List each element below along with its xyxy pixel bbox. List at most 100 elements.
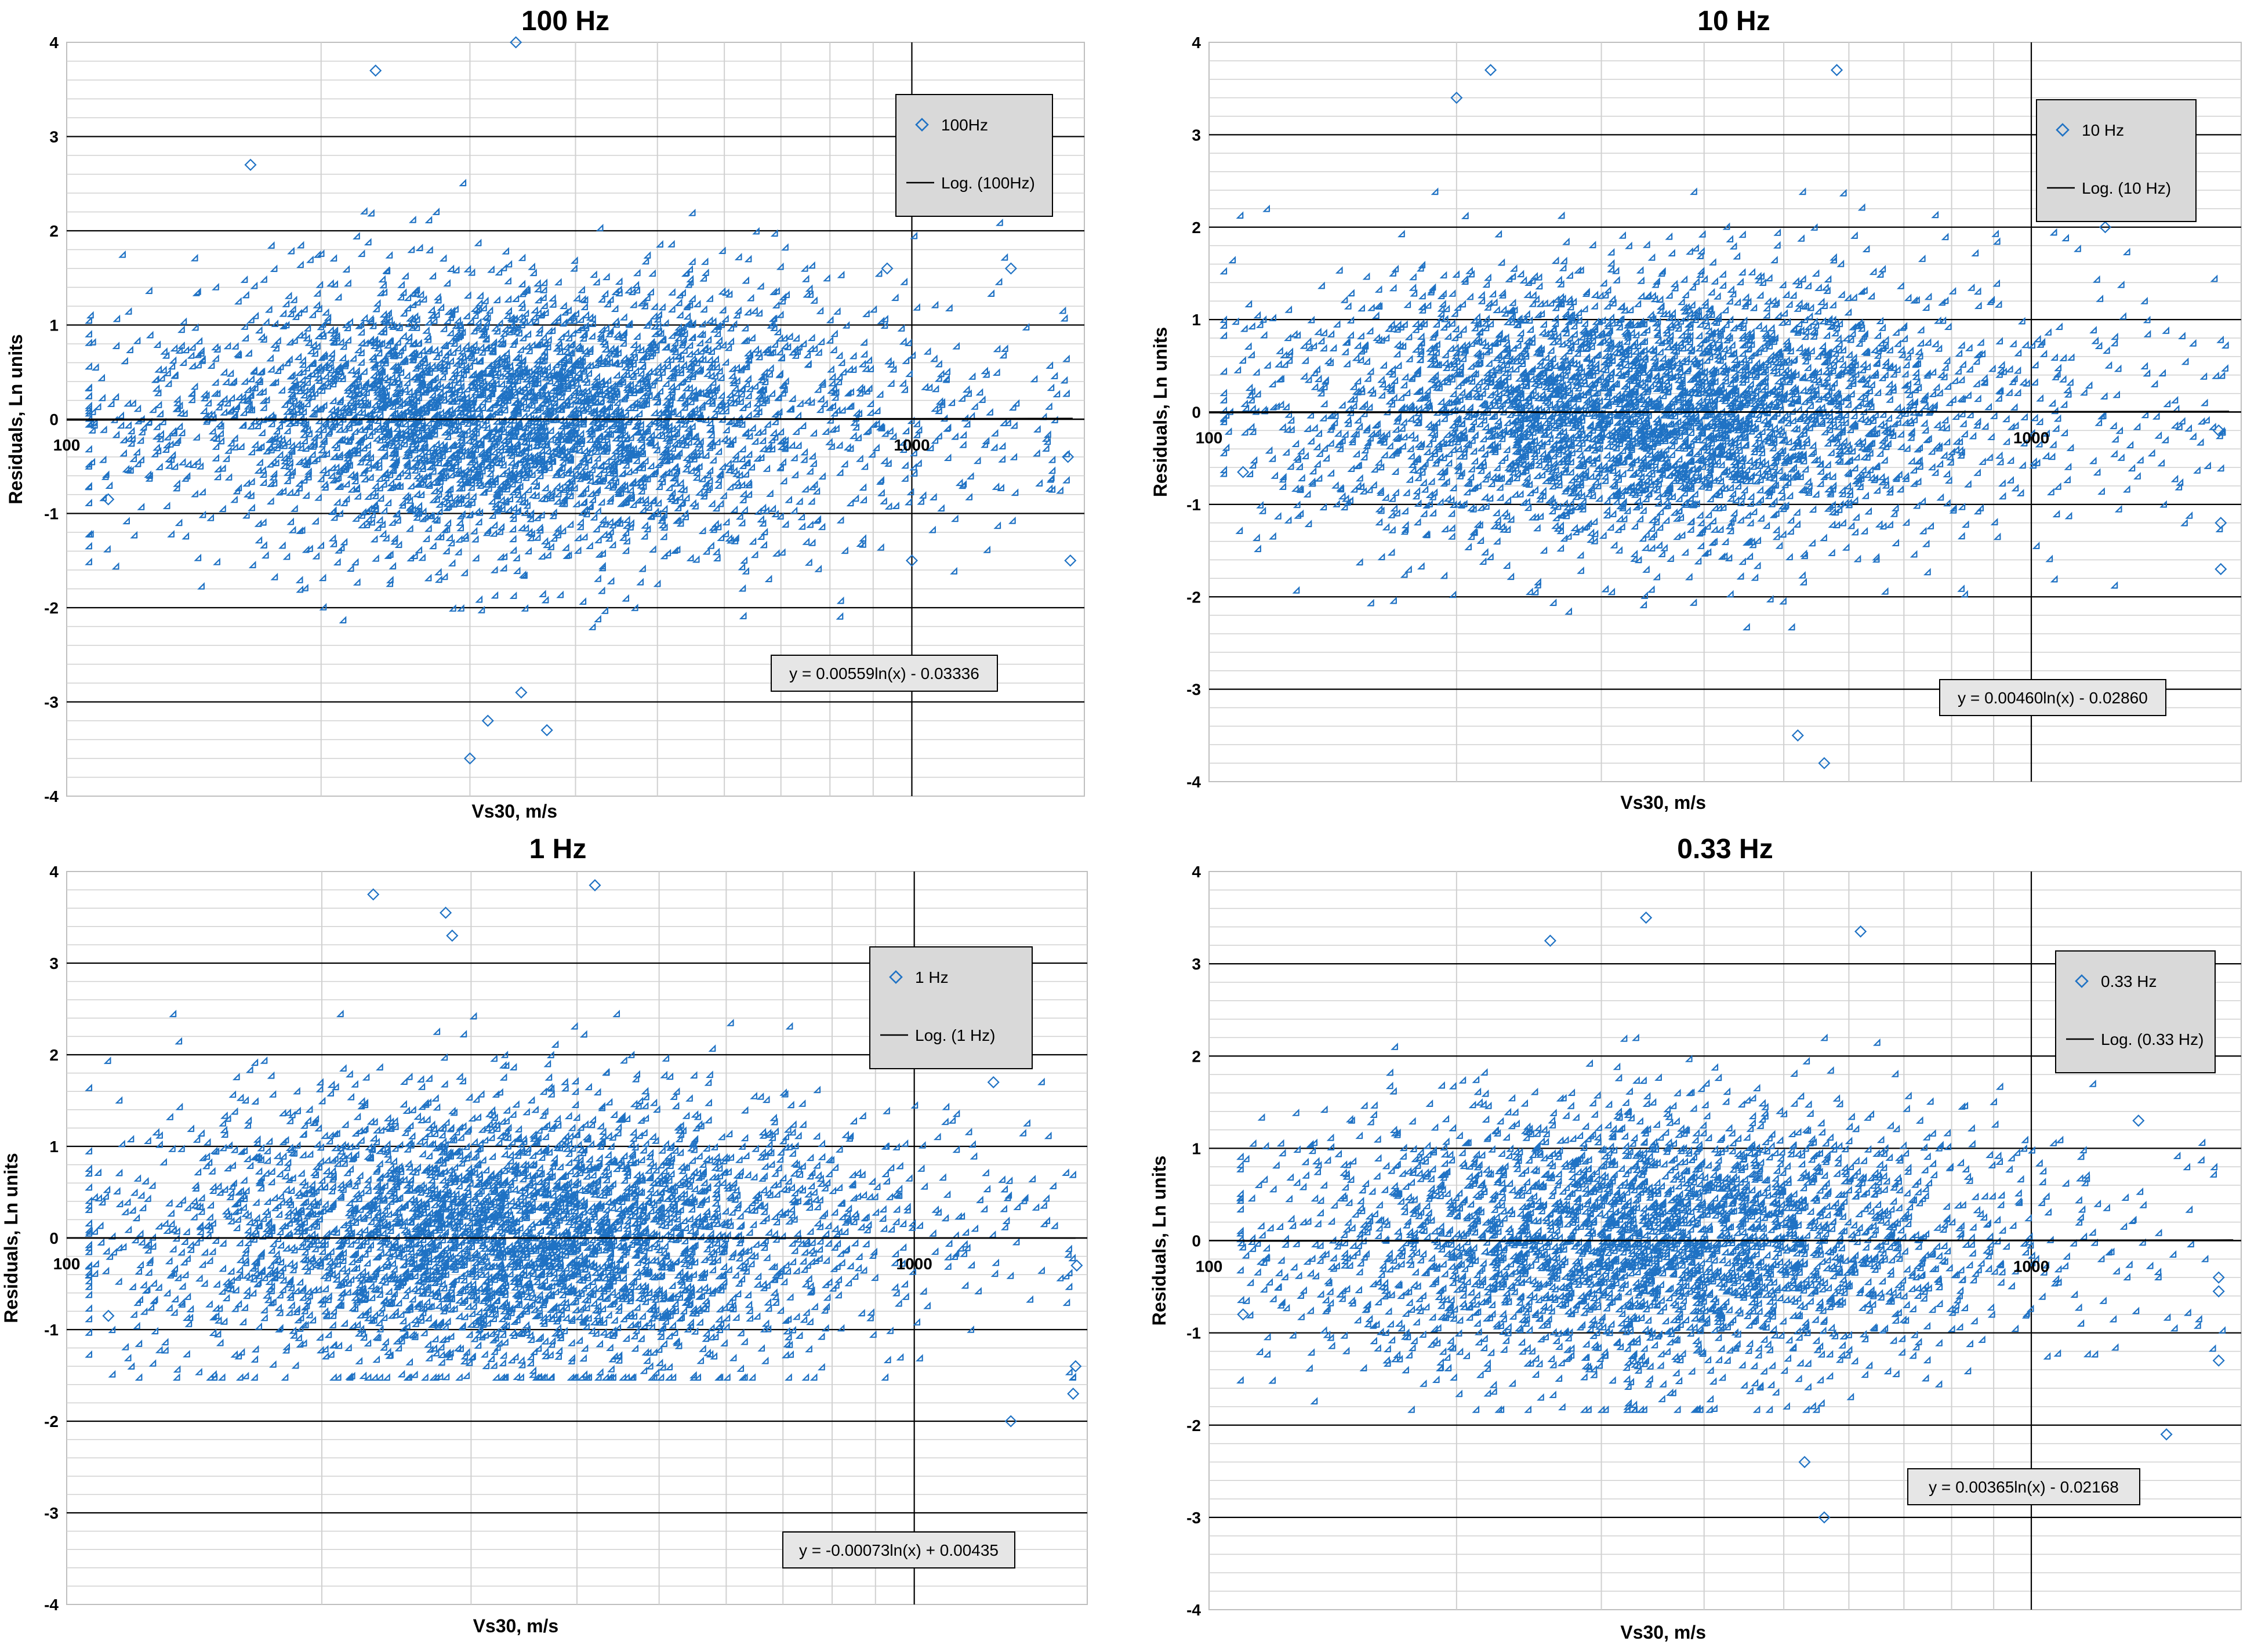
trendline-equation: y = 0.00559ln(x) - 0.03336 [771, 655, 998, 692]
chart-title: 10 Hz [1697, 6, 1770, 37]
y-tick-label: 2 [1192, 219, 1201, 237]
scatter-point-outlier-10 [102, 1309, 115, 1322]
chart-legend: 1 Hz Log. (1 Hz) [869, 946, 1033, 1069]
scatter-point-outlier-4 [481, 714, 494, 727]
scatter-point-outlier-11 [1237, 1308, 1250, 1321]
scatter-point-outlier-1 [1484, 64, 1497, 77]
y-tick-label: -3 [1186, 1509, 1201, 1527]
legend-marker-icon [915, 118, 929, 132]
x-axis-title: Vs30, m/s [471, 801, 557, 822]
scatter-point-outlier-6 [2132, 1114, 2145, 1127]
legend-trend-label: Log. (10 Hz) [2082, 179, 2171, 197]
scatter-point-outlier-1 [1640, 912, 1653, 924]
scatter-marker-cloud [1219, 187, 2229, 631]
scatter-point-outlier-10 [1237, 466, 1250, 478]
scatter-marker-cloud [1236, 1033, 2226, 1413]
chart-panel-3: 4 3 2 1 0 -1 -2 -3 -4 100 1000 1 Hz Vs30, m/s Residua… [1, 834, 1088, 1636]
trendline-equation: y = 0.00460ln(x) - 0.02860 [1939, 679, 2166, 716]
y-tick-label: 0 [1192, 404, 1201, 422]
x-tick-label: 100 [53, 1255, 81, 1273]
y-tick-label: -3 [1186, 681, 1201, 699]
x-tick-label: 1000 [894, 436, 930, 454]
y-tick-label: 3 [49, 954, 59, 972]
x-tick-label: 1000 [896, 1255, 932, 1273]
scatter-point-outlier-1 [367, 888, 380, 901]
x-axis-title: Vs30, m/s [473, 1615, 559, 1636]
y-axis-title: Residuals, Ln units [1150, 327, 1171, 497]
scatter-point-outlier-4 [1818, 757, 1831, 769]
chart-title: 0.33 Hz [1677, 834, 1773, 865]
scatter-point-outlier-3 [589, 879, 601, 892]
scatter-point-outlier-2 [440, 906, 452, 919]
y-axis-title: Residuals, Ln units [1, 1153, 21, 1323]
y-tick-label: 4 [49, 863, 59, 881]
legend-series-label: 100Hz [941, 116, 988, 134]
y-tick-label: -1 [44, 505, 59, 523]
log-trendline [1208, 411, 2230, 413]
scatter-marker-cloud [85, 179, 1070, 630]
y-tick-label: -4 [1186, 1601, 1201, 1619]
trendline-equation-text: y = 0.00365ln(x) - 0.02168 [1929, 1478, 2119, 1496]
legend-marker-icon [2075, 974, 2089, 988]
y-tick-label: 2 [1192, 1047, 1201, 1065]
scatter-point-outlier-6 [1069, 1360, 1082, 1373]
y-tick-label: -3 [44, 694, 59, 711]
legend-series-label: 1 Hz [915, 968, 949, 986]
y-tick-label: 1 [1192, 311, 1201, 329]
data-points [1219, 64, 2229, 769]
x-axis-title: Vs30, m/s [1620, 792, 1706, 813]
y-tick-label: -1 [44, 1321, 59, 1339]
legend-trend-label: Log. (100Hz) [941, 174, 1035, 192]
chart-title: 100 Hz [521, 6, 609, 37]
legend-trend-label: Log. (0.33 Hz) [2101, 1030, 2204, 1048]
scatter-point-outlier-5 [515, 686, 528, 699]
y-axis-title: Residuals, Ln units [5, 334, 26, 504]
chart-panel-1: 4 3 2 1 0 -1 -2 -3 -4 100 1000 100 Hz Vs30, m/s Resid… [5, 6, 1085, 822]
scatter-point-outlier-4 [1818, 1511, 1831, 1524]
scatter-point-outlier-6 [463, 752, 476, 765]
scatter-point-outlier-3 [1544, 934, 1556, 947]
scatter-point-outlier-1 [369, 64, 382, 77]
x-tick-label: 100 [1196, 429, 1223, 447]
scatter-point-outlier-3 [244, 158, 257, 171]
y-tick-label: 0 [49, 1229, 59, 1247]
legend-series-label: 0.33 Hz [2101, 972, 2157, 990]
data-points [85, 879, 1083, 1428]
scatter-point-outlier-9 [2212, 424, 2225, 437]
y-tick-label: -3 [44, 1504, 59, 1522]
scatter-point-outlier-13 [102, 493, 115, 506]
scatter-point-outlier-10 [2160, 1428, 2173, 1441]
y-tick-label: 2 [49, 222, 59, 240]
chart-legend: 10 Hz Log. (10 Hz) [2036, 99, 2197, 222]
scatter-point-outlier-5 [1798, 1455, 1811, 1468]
trendline-equation: y = 0.00365ln(x) - 0.02168 [1907, 1468, 2140, 1505]
y-tick-label: -2 [1186, 588, 1201, 606]
data-points [85, 36, 1077, 765]
chart-panel-4: 4 3 2 1 0 -1 -2 -3 -4 100 1000 0.33 Hz Vs30, m/s Resi… [1149, 834, 2242, 1643]
scatter-point-outlier-8 [2212, 1271, 2225, 1284]
chart-panel-2: 4 3 2 1 0 -1 -2 -3 -4 100 1000 10 Hz Vs30, m/s Residu… [1150, 6, 2242, 813]
scatter-point-outlier-7 [2215, 562, 2227, 575]
scatter-point-outlier-8 [881, 262, 894, 275]
scatter-point-outlier-9 [2212, 1285, 2225, 1298]
scatter-point-outlier-10 [1062, 451, 1075, 463]
legend-marker-icon [889, 970, 903, 984]
y-tick-label: 3 [49, 128, 59, 146]
y-tick-label: -2 [44, 599, 59, 617]
y-tick-label: 1 [49, 1138, 59, 1156]
trendline-equation-text: y = 0.00460ln(x) - 0.02860 [1958, 689, 2148, 707]
log-trendline [67, 417, 1073, 421]
scatter-point-outlier-2 [510, 36, 522, 49]
scatter-point-outlier-12 [905, 554, 919, 567]
scatter-point-outlier-6 [2099, 221, 2112, 234]
x-axis-title: Vs30, m/s [1620, 1622, 1706, 1643]
chart-legend: 100Hz Log. (100Hz) [895, 94, 1053, 217]
log-trendline [1243, 1239, 2234, 1242]
y-tick-label: -4 [1186, 773, 1201, 791]
scatter-point-outlier-11 [1004, 262, 1017, 275]
scatter-point-outlier-7 [2212, 1354, 2225, 1367]
major-gridlines [67, 872, 1087, 1604]
scatter-point-outlier-3 [1831, 64, 1843, 77]
y-tick-label: -4 [44, 1596, 59, 1614]
